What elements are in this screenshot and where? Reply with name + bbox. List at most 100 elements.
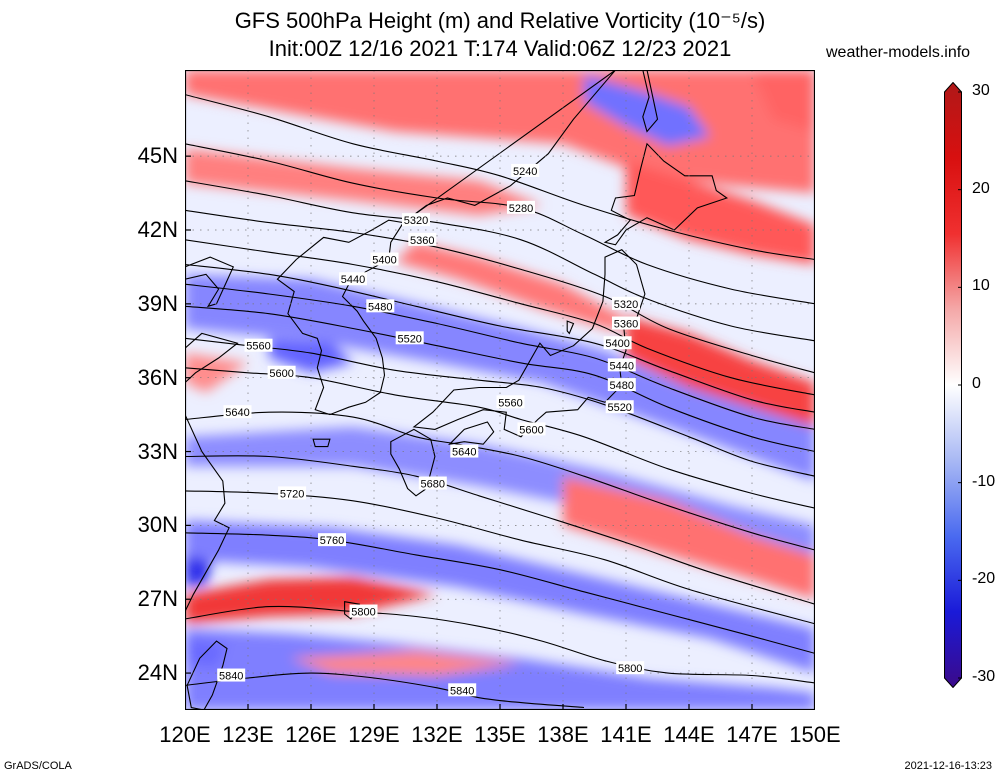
contour-label: 5320: [612, 296, 640, 311]
lon-label: 138E: [537, 722, 589, 747]
contour-label-bg: [244, 338, 273, 352]
contour-label: 5560: [244, 338, 273, 353]
vorticity-band: [185, 353, 248, 393]
contour-label: 5640: [223, 405, 252, 419]
contour-label-bg: [616, 661, 645, 675]
colorbar: [944, 82, 962, 688]
lat-label: 33N: [137, 438, 178, 464]
contour-label-text: 5560: [246, 341, 270, 353]
contour-label: 5840: [217, 668, 246, 683]
vorticity-band: [584, 74, 710, 147]
lon-label: 144E: [663, 722, 715, 747]
coastline-sado: [566, 320, 575, 335]
contour-label-text: 5360: [410, 235, 434, 247]
contour-label-bg: [605, 400, 634, 414]
lat-label: 42N: [137, 217, 178, 242]
lon-label: 132E: [411, 722, 463, 747]
contour-label-text: 5760: [320, 535, 344, 547]
contour-label: 5480: [366, 299, 395, 313]
contour-5440: [185, 263, 815, 413]
colorbar-label: -10: [972, 472, 996, 490]
coastline-kyushu: [390, 428, 436, 497]
lat-label: 36N: [137, 364, 178, 390]
contour-label-text: 5640: [225, 407, 249, 419]
lon-label: 120E: [159, 722, 211, 747]
lon-label: 129E: [348, 722, 400, 747]
contour-label: 5720: [278, 486, 307, 500]
contour-label: 5560: [496, 395, 525, 409]
contour-label: 5840: [448, 683, 477, 697]
colorbar-label: -20: [972, 570, 996, 588]
contour-label-bg: [511, 163, 540, 177]
contour-5800: [185, 605, 815, 684]
contour-label: 5320: [402, 213, 430, 227]
lat-label: 27N: [137, 586, 178, 612]
contour-label-text: 5400: [372, 255, 396, 267]
lon-label: 150E: [789, 722, 841, 747]
contour-label-text: 5480: [368, 301, 392, 313]
title-line-2: Init:00Z 12/16 2021 T:174 Valid:06Z 12/2…: [268, 36, 732, 61]
contour-label-bg: [349, 604, 378, 618]
contour-label-bg: [507, 200, 535, 214]
contour-label-text: 5400: [605, 338, 629, 350]
contour-label-bg: [278, 486, 307, 500]
contour-label: 5400: [603, 336, 632, 350]
contour-label-bg: [408, 232, 437, 246]
contour-label-bg: [402, 213, 430, 227]
colorbar-label: 30: [972, 82, 990, 99]
contour-label: 5680: [418, 476, 447, 491]
contour-label-text: 5800: [351, 607, 375, 619]
colorbar-label: 20: [972, 179, 990, 197]
lon-label: 123E: [222, 722, 274, 747]
coastline-honshu: [412, 249, 646, 438]
footer-left: GrADS/COLA: [4, 760, 72, 772]
lon-label: 147E: [726, 722, 778, 747]
title-line-1: GFS 500hPa Height (m) and Relative Vorti…: [234, 8, 766, 33]
contour-label-bg: [496, 395, 525, 409]
contour-label-text: 5720: [280, 488, 304, 500]
contour-label: 5800: [616, 661, 645, 675]
vorticity-band: [626, 161, 815, 265]
contour-5760: [185, 532, 815, 654]
contour-5480: [185, 283, 815, 430]
contour-label-bg: [603, 336, 632, 350]
colorbar-label: -30: [972, 668, 996, 685]
lat-label: 45N: [137, 143, 178, 169]
contour-label-text: 5280: [509, 203, 533, 215]
contour-label: 5600: [517, 422, 546, 436]
contour-label: 5240: [511, 163, 540, 178]
contour-label: 5280: [507, 200, 535, 215]
contour-label-text: 5360: [614, 319, 638, 331]
contour-label-bg: [448, 683, 477, 697]
contour-label-text: 5320: [614, 299, 638, 311]
contour-label-text: 5240: [513, 166, 537, 178]
contour-label: 5760: [318, 533, 346, 547]
lon-label: 141E: [600, 722, 652, 747]
contour-label-bg: [607, 358, 636, 372]
footer-right: 2021-12-16-13:23: [904, 760, 992, 772]
contour-label-text: 5520: [397, 333, 421, 345]
colorbar-label: 10: [972, 277, 990, 295]
contour-label: 5800: [349, 604, 378, 619]
coastline-china-east: [185, 414, 230, 612]
contour-label: 5640: [450, 444, 479, 459]
contour-label-text: 5560: [498, 397, 522, 409]
vorticity-band: [185, 148, 542, 216]
vorticity-band: [185, 628, 815, 710]
contour-label: 5400: [370, 252, 399, 267]
contour-label-bg: [418, 476, 447, 490]
contour-label-bg: [395, 331, 424, 345]
contour-5560: [185, 337, 815, 477]
coastline-sakhalin: [642, 70, 659, 133]
coastlines: [185, 70, 729, 710]
vorticity-band: [395, 242, 626, 331]
contour-label-text: 5600: [269, 368, 293, 380]
contour-label: 5440: [607, 358, 636, 372]
contour-labels: 5240 5280 5320 5360 5400 5440 5480 5520 5560 5600…: [217, 163, 645, 697]
contour-5680: [185, 455, 815, 605]
graticule: [185, 70, 815, 710]
contour-label: 5360: [612, 316, 640, 331]
contour-label-bg: [607, 378, 636, 392]
coastline-shikoku: [448, 421, 495, 446]
contour-label-bg: [450, 444, 479, 458]
